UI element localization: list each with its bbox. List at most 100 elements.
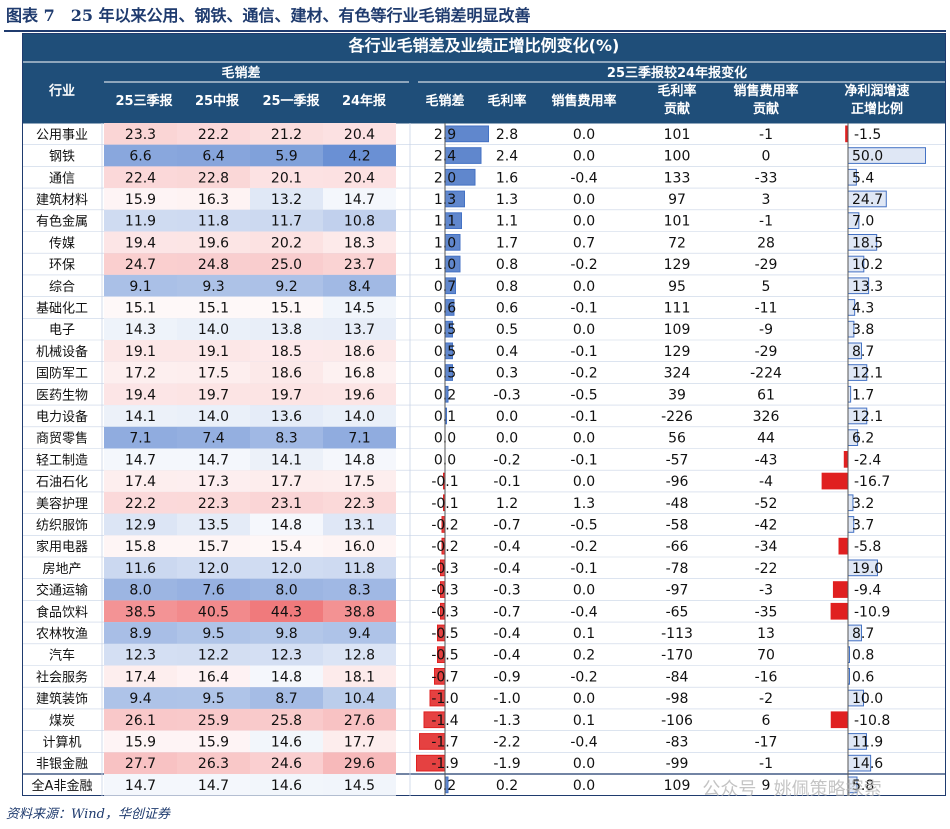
heat-value: 19.1 [198, 344, 229, 360]
heat-cell [323, 491, 396, 514]
value-sales_exp_contrib: -2 [759, 691, 773, 707]
heat-cell [177, 448, 250, 471]
heat-value: 10.4 [344, 691, 375, 707]
data-table: 各行业毛销差及业绩正增比例变化(%) 毛销差 25三季报较24年报变化 行业 25… [22, 33, 946, 796]
heat-cell [177, 231, 250, 254]
heat-value: 9.5 [202, 626, 224, 642]
heat-cell [104, 622, 177, 644]
value-gm_contrib: -84 [666, 669, 689, 685]
table-header-bg [22, 33, 946, 123]
heat-value: 19.4 [125, 235, 156, 251]
heat-cell [104, 253, 177, 275]
value-gm_contrib: 109 [664, 322, 691, 338]
np-share-value: 10.2 [852, 257, 883, 273]
value-sales_exp_ratio_chg: 0.0 [573, 691, 595, 707]
heat-cell [177, 600, 250, 623]
heat-value: 18.3 [344, 235, 375, 251]
value-gm_contrib: 39 [668, 387, 686, 403]
heat-cell [250, 405, 323, 427]
heat-value: 16.8 [344, 366, 375, 382]
heat-cell [104, 448, 177, 471]
heat-value: 19.6 [198, 235, 229, 251]
heat-value: 13.6 [271, 409, 302, 425]
row-industry: 有色金属 [36, 214, 88, 230]
heat-cell [323, 383, 396, 406]
value-gross_margin_chg: -0.4 [493, 648, 520, 664]
heat-value: 14.6 [271, 778, 302, 794]
value-sales_exp_ratio_chg: 0.7 [573, 235, 595, 251]
row-industry: 煤炭 [49, 714, 75, 729]
heat-value: 14.7 [125, 778, 156, 794]
value-gm_contrib: -57 [666, 452, 689, 468]
value-gm_contrib: 133 [664, 170, 691, 186]
heat-value: 12.3 [271, 648, 302, 664]
heat-value: 13.5 [198, 517, 229, 533]
heat-cell [104, 296, 177, 319]
heat-cell [250, 535, 323, 557]
table-row: 传媒 19.4 19.6 20.2 18.3 1.0 1.7 0.7 72 28 18.5 [49, 231, 883, 254]
heat-cell [250, 600, 323, 623]
heat-value: 17.2 [125, 366, 156, 382]
heat-value: 23.1 [271, 496, 302, 512]
heat-cell [323, 231, 396, 254]
value-sales_exp_ratio_chg: 0.0 [573, 214, 595, 230]
heat-value: 11.9 [125, 214, 156, 230]
value-gross_margin_chg: -2.2 [493, 734, 520, 750]
value-sales_exp_ratio_chg: 0.1 [573, 713, 595, 729]
heat-cell [104, 513, 177, 536]
heat-cell [323, 318, 396, 340]
table-row: 社会服务 17.4 16.4 14.8 18.1 -0.7 -0.9 -0.2 -84 -16 0.… [36, 665, 874, 688]
col-header-industry: 行业 [48, 83, 75, 99]
heat-value: 11.8 [198, 214, 229, 230]
col-header-np_pos_share_chg-line1: 净利润增速 [844, 83, 909, 99]
row-industry: 建筑装饰 [36, 691, 88, 707]
value-sales_exp_contrib: -34 [755, 539, 778, 555]
heat-cell [177, 687, 250, 709]
group-header-gm-spread: 毛销差 [221, 65, 260, 81]
heat-value: 11.8 [344, 561, 375, 577]
heat-value: 22.3 [344, 496, 375, 512]
row-industry: 建筑材料 [36, 192, 88, 208]
heat-cell [104, 383, 177, 406]
value-gross_margin_chg: 1.1 [496, 214, 518, 230]
value-sales_exp_contrib: -33 [755, 170, 778, 186]
table-row: 纺织服饰 12.9 13.5 14.8 13.1 -0.2 -0.7 -0.5 -58 -42 3.… [36, 513, 874, 536]
heat-value: 20.4 [344, 127, 375, 143]
value-gm_contrib: -226 [661, 409, 693, 425]
table-row: 农林牧渔 8.9 9.5 9.8 9.4 -0.5 -0.4 0.1 -113 13 8.7 [36, 622, 874, 644]
heat-cell [250, 123, 323, 145]
np-share-value: 3.7 [852, 517, 874, 533]
np-share-bar [830, 711, 849, 729]
heat-cell [323, 622, 396, 644]
heat-cell [250, 491, 323, 514]
np-share-bar [832, 581, 849, 598]
value-gm_contrib: -58 [666, 517, 689, 533]
value-gm_contrib: -65 [666, 604, 689, 620]
heat-cell [250, 253, 323, 275]
heat-value: 14.0 [198, 322, 229, 338]
heat-value: 8.4 [348, 279, 370, 295]
value-sales_exp_ratio_chg: -0.5 [570, 387, 597, 403]
value-sales_exp_ratio_chg: 0.0 [573, 127, 595, 143]
heat-value: 12.3 [125, 648, 156, 664]
heat-cell [323, 708, 396, 731]
heat-value: 17.5 [198, 366, 229, 382]
title-divider [4, 30, 946, 32]
heat-cell [323, 448, 396, 471]
heat-value: 24.6 [271, 756, 302, 772]
heat-cell [177, 318, 250, 340]
value-gross_margin_chg: 0.0 [496, 431, 518, 447]
heat-value: 19.4 [125, 387, 156, 403]
heat-value: 15.9 [125, 192, 156, 208]
heat-value: 21.2 [271, 127, 302, 143]
value-gm_contrib: -98 [666, 691, 689, 707]
value-sales_exp_contrib: -3 [759, 583, 773, 599]
col-header-gm_contrib-line1: 毛利率 [657, 83, 696, 99]
value-sales_exp_ratio_chg: -0.2 [570, 539, 597, 555]
value-sales_exp_ratio_chg: -0.5 [570, 517, 597, 533]
heat-cell [104, 643, 177, 666]
heat-value: 12.2 [198, 648, 229, 664]
col-header-fy_24: 24年报 [342, 93, 387, 109]
heat-value: 19.1 [125, 344, 156, 360]
